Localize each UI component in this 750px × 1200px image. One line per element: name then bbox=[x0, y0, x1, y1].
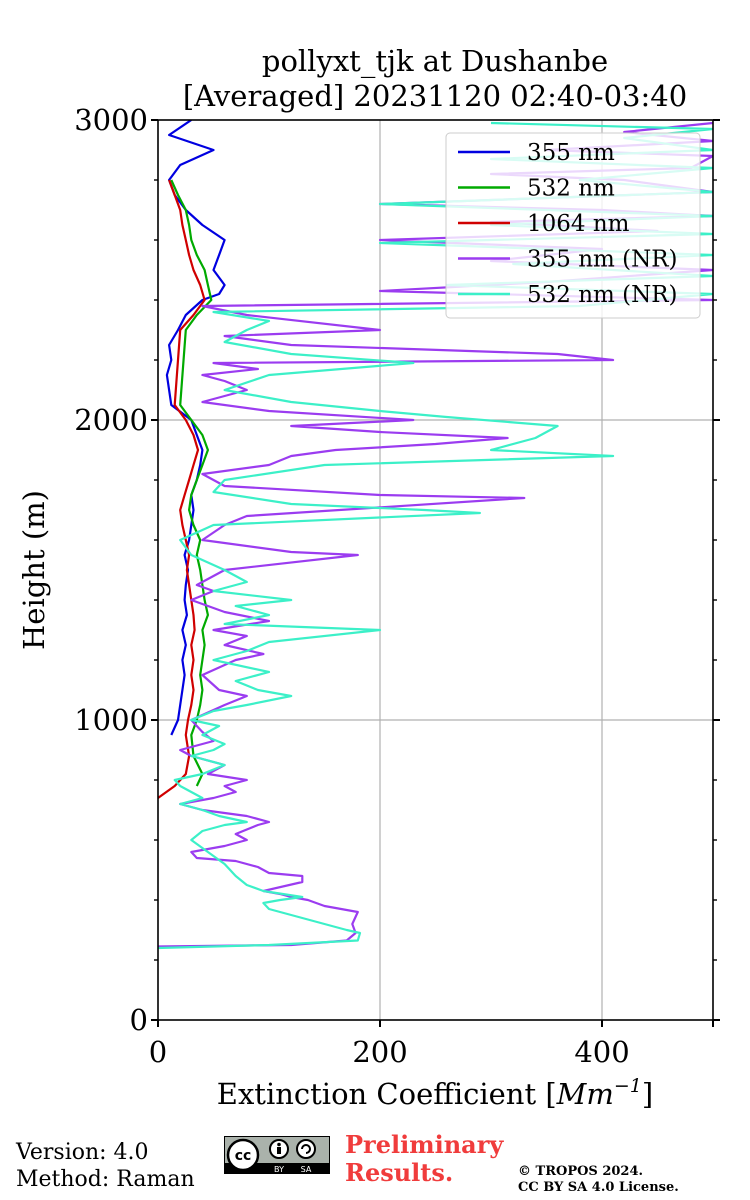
y-tick-label: 0 bbox=[130, 1003, 148, 1037]
legend-label: 355 nm (NR) bbox=[527, 247, 678, 273]
y-axis-label: Height (m) bbox=[17, 490, 51, 650]
chart-title-line2: [Averaged] 20231120 02:40-03:40 bbox=[183, 79, 687, 113]
series-line-532-nm bbox=[170, 179, 213, 787]
svg-text:BY: BY bbox=[274, 1165, 284, 1174]
svg-text:SA: SA bbox=[301, 1165, 312, 1174]
copyright-line2: CC BY SA 4.0 License. bbox=[518, 1180, 679, 1195]
legend-label: 532 nm bbox=[527, 176, 615, 202]
x-tick-label: 0 bbox=[149, 1035, 167, 1069]
axes-layer: 0 1000 2000 3000 0 200 400 bbox=[74, 103, 720, 1069]
series-line-1064-nm bbox=[158, 179, 206, 799]
x-axis-label: Extinction Coefficient [Mm−1] bbox=[217, 1075, 653, 1111]
preliminary-notice-line2: Results. bbox=[345, 1158, 454, 1187]
cc-icon bbox=[226, 1138, 260, 1172]
legend: 355 nm 532 nm 1064 nm 355 nm (NR) 532 nm (NR… bbox=[445, 132, 701, 319]
preliminary-notice-line1: Preliminary bbox=[345, 1130, 504, 1159]
x-tick-label: 400 bbox=[574, 1035, 629, 1069]
cc-license-badge: cc BY SA bbox=[224, 1136, 330, 1174]
legend-frame bbox=[445, 132, 701, 319]
copyright-line1: © TROPOS 2024. bbox=[518, 1164, 644, 1179]
x-tick-label: 200 bbox=[352, 1035, 407, 1069]
legend-label: 355 nm bbox=[527, 140, 615, 166]
y-tick-label: 2000 bbox=[74, 403, 148, 437]
chart-title-line1: pollyxt_tjk at Dushanbe bbox=[262, 44, 608, 79]
method-text: Method: Raman bbox=[16, 1167, 195, 1192]
y-tick-label: 1000 bbox=[74, 703, 148, 737]
plot-frame bbox=[157, 119, 714, 1021]
legend-label: 532 nm (NR) bbox=[527, 282, 678, 308]
version-text: Version: 4.0 bbox=[16, 1140, 149, 1165]
legend-label: 1064 nm bbox=[527, 211, 630, 237]
sa-icon bbox=[296, 1139, 316, 1159]
svg-text:cc: cc bbox=[235, 1148, 252, 1164]
y-tick-label: 3000 bbox=[74, 103, 148, 137]
